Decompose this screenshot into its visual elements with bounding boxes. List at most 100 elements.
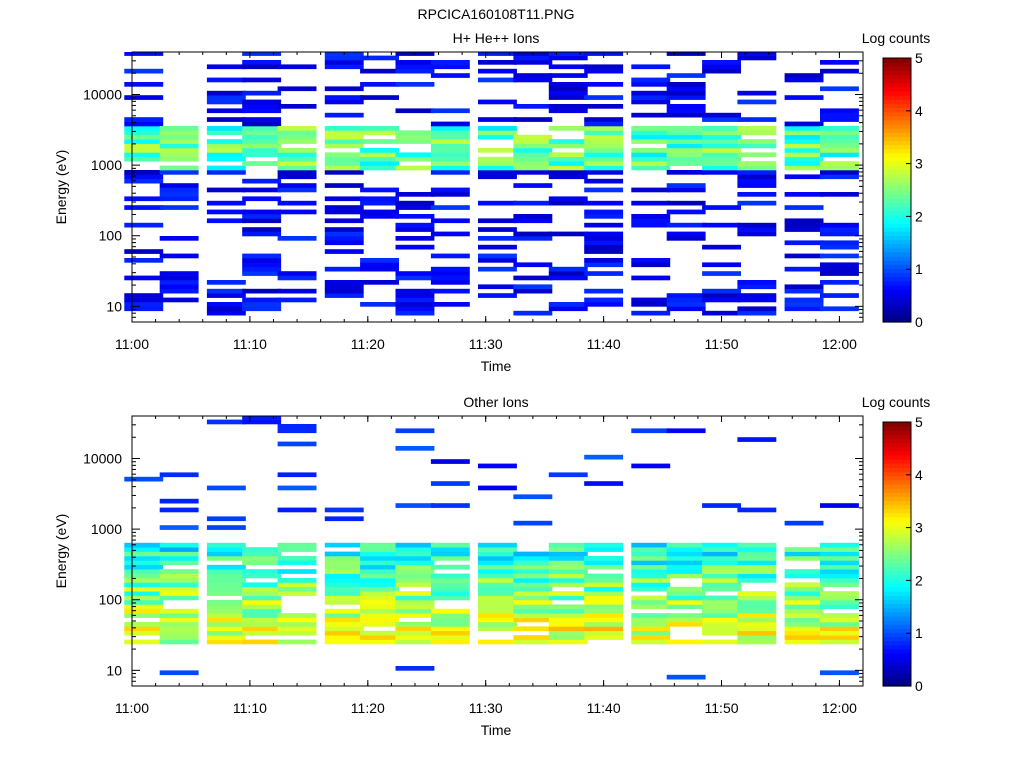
heatmap-cell (666, 569, 706, 574)
heatmap-cell (666, 200, 706, 206)
heatmap-cell (820, 306, 859, 312)
heatmap-cell (737, 630, 777, 636)
heatmap-cell (702, 297, 741, 303)
heatmap-cell (702, 604, 741, 610)
heatmap-cell (395, 630, 435, 636)
heatmap-cell (324, 613, 364, 618)
heatmap-cell (702, 148, 741, 153)
heatmap-cell (784, 152, 824, 158)
heatmap-cell (206, 630, 246, 636)
heatmap-cell (277, 507, 317, 513)
heatmap-cell (159, 525, 199, 530)
heatmap-cell (324, 112, 364, 118)
heatmap-cell (584, 161, 624, 166)
heatmap-cell (159, 578, 199, 583)
heatmap-cell (702, 551, 741, 557)
heatmap-cell (242, 617, 282, 623)
heatmap-cell (702, 134, 741, 140)
heatmap-cell (159, 126, 199, 131)
colorbar-swatch (883, 549, 911, 555)
heatmap-cell (360, 95, 399, 100)
heatmap-cell (324, 630, 364, 636)
heatmap-cell (159, 152, 199, 158)
heatmap-cell (584, 134, 624, 140)
heatmap-cell (737, 600, 777, 605)
colorbar-swatch (883, 648, 911, 654)
heatmap-cell (206, 143, 246, 149)
heatmap-cell (206, 485, 246, 491)
heatmap-cell (360, 187, 399, 193)
heatmap-cell (784, 551, 824, 557)
heatmap-cell (737, 569, 777, 574)
heatmap-cell (206, 95, 246, 100)
heatmap-cell (124, 586, 164, 592)
x-axis-ticks: 11:00 11:10 11:20 11:30 11:40 11:50 12:00 (115, 416, 864, 716)
colorbar-swatch (883, 516, 911, 522)
heatmap-cell (666, 170, 706, 175)
heatmap-cell (737, 306, 777, 312)
heatmap-cell (478, 236, 517, 241)
heatmap-cell (666, 293, 706, 298)
heatmap-cell (478, 99, 517, 105)
heatmap-cell (737, 578, 777, 583)
heatmap-cell (124, 578, 164, 583)
heatmap-cell (513, 520, 553, 526)
heatmap-cell (159, 170, 199, 175)
heatmap-cell (430, 630, 470, 636)
x-axis-label: Time (481, 722, 512, 738)
heatmap-cell (159, 205, 199, 210)
heatmap-cell (430, 148, 470, 153)
heatmap-cell (548, 582, 588, 588)
heatmap-cell (324, 551, 364, 557)
heatmap-cell (206, 90, 246, 96)
heatmap-cell (206, 302, 246, 307)
heatmap-cell (666, 613, 706, 618)
heatmap-cell (395, 428, 435, 434)
heatmap-cell (360, 578, 399, 583)
heatmap-cell (242, 52, 282, 56)
colorbar-frame (882, 421, 912, 687)
heatmap-cell (159, 613, 199, 618)
colorbar-swatch (883, 103, 911, 109)
y-tick-label: 100 (99, 228, 123, 244)
colorbar-swatch (883, 99, 911, 104)
heatmap-cell (548, 578, 588, 583)
heatmap-cell (242, 556, 282, 561)
heatmap-cell (737, 293, 777, 298)
colorbar-swatch (883, 210, 911, 216)
heatmap-cell (360, 196, 399, 202)
colorbar-swatch (883, 430, 911, 435)
heatmap-cell (784, 165, 824, 171)
heatmap-cell (666, 604, 706, 610)
colorbar-swatch (883, 119, 911, 125)
heatmap-cell (478, 266, 517, 272)
heatmap-cell (277, 578, 317, 583)
heatmap-cell (737, 547, 777, 552)
heatmap-cell (159, 569, 199, 574)
heatmap-cell (324, 152, 364, 158)
colorbar-swatch (883, 181, 911, 187)
heatmap-cell (666, 428, 706, 434)
colorbar-swatch (883, 537, 911, 543)
heatmap-cell (666, 187, 706, 193)
heatmap-cell (206, 148, 246, 153)
heatmap-cell (548, 617, 588, 623)
heatmap-cell (360, 617, 399, 623)
colorbar-tick-label: 3 (915, 156, 923, 172)
heatmap-cell (395, 542, 435, 548)
heatmap-cell (702, 293, 741, 298)
y-tick-label: 1000 (91, 157, 122, 173)
heatmap-cell (548, 302, 588, 307)
heatmap-cell (666, 591, 706, 596)
colorbar-swatch (883, 223, 911, 228)
heatmap-cell (548, 64, 588, 70)
heatmap-cell (513, 117, 553, 122)
heatmap-cell (702, 600, 741, 605)
colorbar-swatch (883, 74, 911, 80)
colorbar-frame (882, 57, 912, 323)
heatmap-cell (820, 271, 859, 276)
heatmap-cell (584, 604, 624, 610)
heatmap-cell (242, 639, 282, 645)
heatmap-cell (548, 271, 588, 276)
